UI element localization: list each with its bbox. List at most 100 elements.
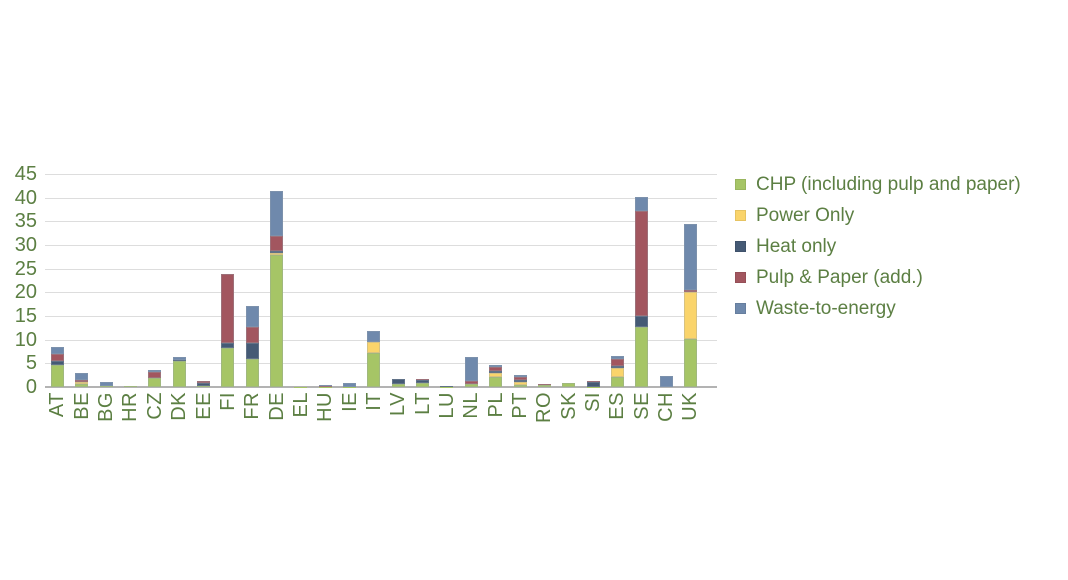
bar-segment [172,357,186,360]
bar-stack-ES [610,356,624,387]
x-tick-label-FI: FI [216,392,239,411]
bar-segment [270,251,284,254]
bar-segment [416,378,430,381]
legend-label: Pulp & Paper (add.) [756,266,923,288]
gridline-15 [45,316,717,317]
y-tick-label-10: 10 [14,328,37,351]
bar-segment [537,384,551,387]
bar-segment [148,371,162,379]
bar-segment [683,291,697,339]
bar-segment [610,366,624,369]
x-tick-label-SI: SI [582,392,605,412]
bar-segment [270,191,284,237]
bar-segment [586,382,600,387]
bar-segment [489,365,503,368]
bar-segment [172,361,186,387]
legend: CHP (including pulp and paper) Power Only… [735,169,1021,324]
x-tick-label-BE: BE [70,392,93,420]
bar-stack-FR [245,306,259,387]
bar-stack-EE [197,381,210,387]
y-tick-label-25: 25 [14,257,37,280]
bar-segment [537,383,551,385]
legend-label: Waste-to-energy [756,297,896,319]
x-tick-label-DE: DE [265,392,288,421]
bar-stack-CZ [148,369,162,387]
bar-segment [172,359,186,362]
y-tick-label-0: 0 [25,376,37,398]
bar-segment [635,211,649,316]
x-tick-label-UK: UK [679,392,702,421]
bar-stack-NL [464,357,478,387]
x-axis: AT BE BG HR CZ DK EE FI FR DE EL HU IE IT LV LT LU NL PL PT… [45,392,717,444]
bar-stack-AT [50,347,64,387]
bar-segment [245,326,259,343]
bar-segment [513,381,527,385]
gridline-45 [45,174,717,175]
bar-stack-CH [659,376,673,387]
bar-segment [391,379,405,384]
x-tick-label-CH: CH [655,392,678,422]
bar-stack-RO [537,383,551,387]
x-tick-label-SE: SE [630,392,653,420]
bar-segment [50,365,64,387]
bar-segment [683,223,697,290]
bar-segment [464,384,478,387]
bar-segment [489,377,503,387]
x-tick-label-EE: EE [192,392,215,420]
bar-segment [270,236,284,252]
bar-stack-LT [416,378,430,387]
bar-segment [513,377,527,380]
x-tick-label-NL: NL [460,392,483,419]
bar-stack-BG [99,382,113,387]
bar-stack-HR [123,386,137,387]
legend-swatch-icon [735,303,746,314]
bar-segment [659,376,673,387]
bar-segment [367,330,381,343]
bar-segment [75,382,89,385]
y-tick-label-35: 35 [14,210,37,233]
x-tick-label-LT: LT [411,392,434,415]
x-tick-label-LU: LU [435,392,458,419]
bar-segment [513,375,527,378]
bar-stack-BE [75,373,89,387]
bar-stack-SE [635,197,649,387]
x-tick-label-SK: SK [557,392,580,420]
gridline-5 [45,363,717,365]
bar-segment [245,342,259,359]
bar-segment [489,371,503,374]
legend-swatch-icon [735,241,746,252]
bar-segment [610,358,624,367]
y-axis: 0 5 10 15 20 25 30 35 40 45 [0,163,40,398]
legend-swatch-icon [735,272,746,283]
bar-segment [635,315,649,327]
legend-item: Power Only [735,200,1021,231]
bar-segment [99,386,113,387]
x-tick-label-DK: DK [168,392,191,421]
bar-stack-LU [440,386,454,387]
x-tick-label-IE: IE [338,392,361,412]
x-tick-label-PT: PT [509,392,532,419]
x-tick-label-EL: EL [289,392,312,418]
bar-segment [513,379,527,382]
bar-segment [635,197,649,212]
bar-stack-IE [343,382,357,387]
bar-segment [562,382,576,387]
bar-segment [197,386,210,387]
bar-segment [416,380,430,384]
legend-label: Power Only [756,204,855,226]
x-tick-label-HU: HU [314,392,337,422]
bar-segment [221,348,235,387]
bar-stack-HU [318,385,332,387]
bar-segment [683,289,697,292]
bar-segment [123,386,137,387]
bar-segment [245,306,259,327]
bar-segment [610,376,624,387]
bar-stack-SI [586,381,600,387]
y-tick-label-45: 45 [14,163,37,185]
bar-stack-IT [367,330,381,387]
bar-segment [367,352,381,387]
x-tick-label-ES: ES [606,392,629,420]
bar-segment [343,382,357,387]
bar-segment [635,326,649,387]
bar-stack-UK [683,223,697,387]
